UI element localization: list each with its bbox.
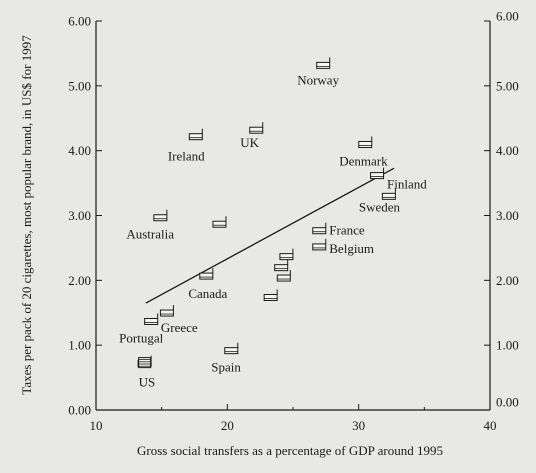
pack-marker	[316, 61, 331, 69]
pack-marker	[188, 133, 203, 141]
pack-marker	[153, 214, 168, 222]
data-point: Finland	[370, 167, 427, 192]
us-flag-marker	[138, 357, 152, 369]
y-tick-label-left: 5.00	[68, 78, 91, 93]
axes: 0.00 1.00 2.00 3.00 4.00 5.00 6.00 0.00 1.00 2.00…	[68, 9, 519, 434]
point-label: Finland	[387, 177, 427, 192]
axis-labels: Taxes per pack of 20 cigarettes, most po…	[19, 35, 443, 458]
pack-marker	[199, 272, 214, 280]
pack-marker	[249, 126, 264, 134]
point-label: Australia	[126, 227, 174, 242]
pack-marker	[381, 192, 396, 200]
data-point	[276, 270, 291, 282]
data-point	[212, 216, 227, 228]
data-point: Ireland	[168, 128, 205, 164]
data-point: France	[312, 222, 365, 238]
x-tick-label: 10	[90, 418, 103, 433]
x-tick-label: 20	[221, 418, 234, 433]
point-label: Portugal	[119, 330, 163, 345]
y-tick-label-left: 4.00	[68, 143, 91, 158]
x-tick-label: 40	[484, 418, 497, 433]
data-point: Sweden	[359, 188, 401, 214]
point-label: US	[139, 375, 156, 390]
pack-marker	[144, 317, 159, 325]
y-tick-label-left: 2.00	[68, 273, 91, 288]
trend-line	[145, 167, 395, 304]
y-tick-label-right: 5.00	[496, 78, 519, 93]
data-point: Greece	[159, 305, 198, 335]
y-tick-label-left: 0.00	[68, 403, 91, 418]
data-point: Norway	[297, 57, 340, 87]
point-label: UK	[240, 135, 259, 150]
pack-marker	[312, 243, 327, 251]
y-tick-label-left: 1.00	[68, 338, 91, 353]
data-point: Belgium	[312, 238, 374, 256]
pack-marker	[224, 347, 239, 355]
y-tick-label-left: 6.00	[68, 14, 91, 29]
x-axis-label: Gross social transfers as a percentage o…	[137, 443, 443, 458]
pack-marker	[159, 309, 174, 317]
point-label: Denmark	[339, 153, 388, 168]
data-point	[279, 248, 294, 261]
point-label: Sweden	[359, 199, 401, 214]
point-label: Norway	[297, 72, 339, 87]
data-point: UK	[240, 122, 264, 150]
point-label: France	[329, 223, 365, 238]
data-point	[263, 289, 278, 301]
data-point	[274, 259, 289, 272]
pack-marker	[358, 140, 373, 148]
pack-marker	[370, 172, 385, 180]
data-point: Canada	[188, 268, 228, 301]
point-label: Greece	[161, 320, 198, 335]
data-point: Spain	[211, 342, 241, 375]
data-point: US	[137, 355, 156, 390]
y-tick-label-left: 3.00	[68, 208, 91, 223]
pack-marker	[276, 274, 291, 282]
y-tick-label-right: 0.00	[496, 395, 519, 410]
pack-marker	[212, 220, 227, 228]
point-label: Spain	[211, 360, 241, 375]
pack-marker	[279, 253, 294, 261]
point-label: Canada	[188, 286, 227, 301]
point-label: Ireland	[168, 149, 205, 164]
data-point: Denmark	[339, 136, 388, 168]
pack-marker	[274, 264, 289, 272]
data-point: Australia	[126, 209, 174, 242]
pack-marker	[312, 227, 327, 235]
pack-marker	[263, 293, 278, 301]
y-tick-label-right: 2.00	[496, 273, 519, 288]
y-tick-label-right: 3.00	[496, 208, 519, 223]
y-tick-label-right: 6.00	[496, 9, 519, 24]
x-tick-label: 30	[352, 418, 365, 433]
point-label: Belgium	[329, 241, 374, 256]
y-axis-label: Taxes per pack of 20 cigarettes, most po…	[19, 35, 34, 395]
data-point: Portugal	[119, 313, 164, 345]
y-tick-label-right: 1.00	[496, 338, 519, 353]
y-tick-label-right: 4.00	[496, 143, 519, 158]
